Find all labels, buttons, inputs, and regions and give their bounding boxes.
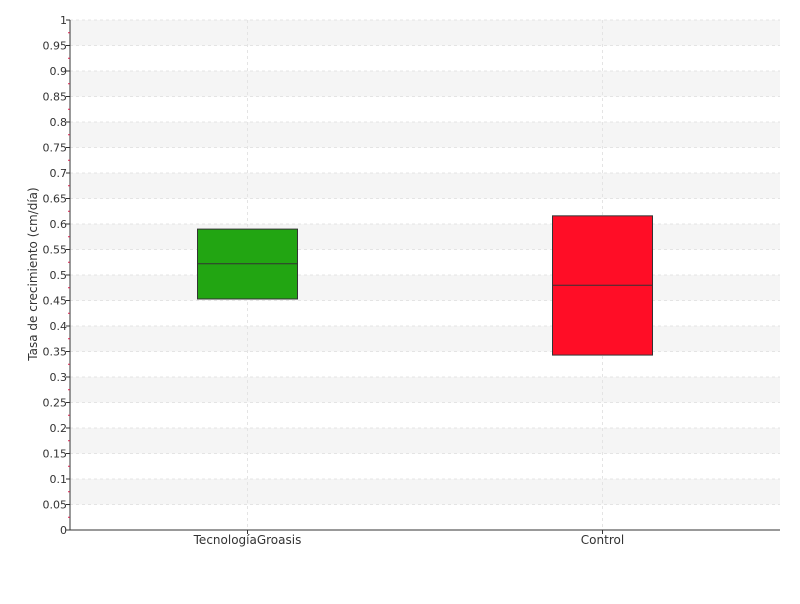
boxes [197,215,653,356]
y-tick-label: 1 [60,14,67,27]
plot-bands [70,20,780,505]
grid-band [70,428,780,454]
y-tick-label: 0.9 [50,65,68,78]
y-tick-label: 0.7 [50,167,68,180]
y-tick-label: 0.2 [50,422,68,435]
y-tick-label: 0.6 [50,218,68,231]
grid-lines [70,19,780,531]
grid-band [70,326,780,352]
y-tick-label: 0.3 [50,371,68,384]
y-axis-ticks: 0 0.05 0.1 0.15 0.2 0.25 0.3 0.35 0.4 0.45 0.5 0.55… [43,14,70,537]
y-tick-label: 0.05 [43,499,68,512]
y-tick-label: 0.1 [50,473,68,486]
grid-band [70,122,780,148]
y-axis-label: Tasa de crecimiento (cm/día) [26,187,40,361]
y-tick-label: 0.95 [43,40,68,53]
y-tick-label: 0 [60,524,67,537]
y-tick-label: 0.25 [43,397,68,410]
x-tick-label: TecnologíaGroasis [193,533,302,547]
grid-band [70,224,780,250]
grid-band [70,71,780,97]
grid-band [70,173,780,199]
grid-band [70,20,780,46]
y-tick-label: 0.65 [43,193,68,206]
y-tick-label: 0.75 [43,142,68,155]
y-tick-label: 0.5 [50,269,68,282]
y-tick-label: 0.85 [43,91,68,104]
y-tick-label: 0.35 [43,346,68,359]
x-axis-ticks: TecnologíaGroasis Control [193,530,624,547]
y-tick-label: 0.8 [50,116,68,129]
y-tick-label: 0.4 [50,320,68,333]
y-tick-label: 0.45 [43,295,68,308]
x-tick-label: Control [581,533,624,547]
grid-band [70,479,780,505]
y-tick-label: 0.55 [43,244,68,257]
grid-band [70,275,780,301]
grid-band [70,377,780,403]
y-tick-label: 0.15 [43,448,68,461]
